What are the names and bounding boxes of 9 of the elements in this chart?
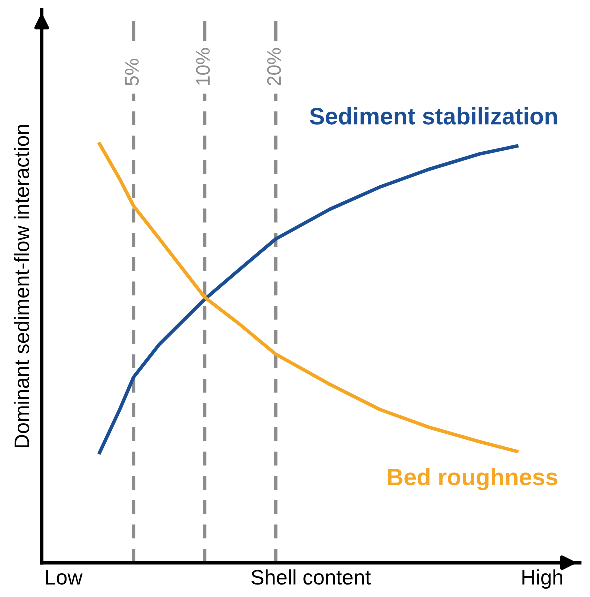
x-tick-label: 5% bbox=[125, 59, 140, 86]
x-tick-label: 20% bbox=[267, 48, 282, 86]
series-label: Sediment stabilization bbox=[310, 108, 558, 125]
text: High bbox=[522, 570, 562, 590]
x-tick-label: 10% bbox=[196, 48, 210, 86]
y-axis-title: Dominant sediment-flow interaction bbox=[14, 125, 30, 448]
series-label: Bed roughness bbox=[388, 468, 558, 490]
x-axis-title: Shell content bbox=[252, 570, 372, 585]
text: Low bbox=[46, 570, 83, 585]
